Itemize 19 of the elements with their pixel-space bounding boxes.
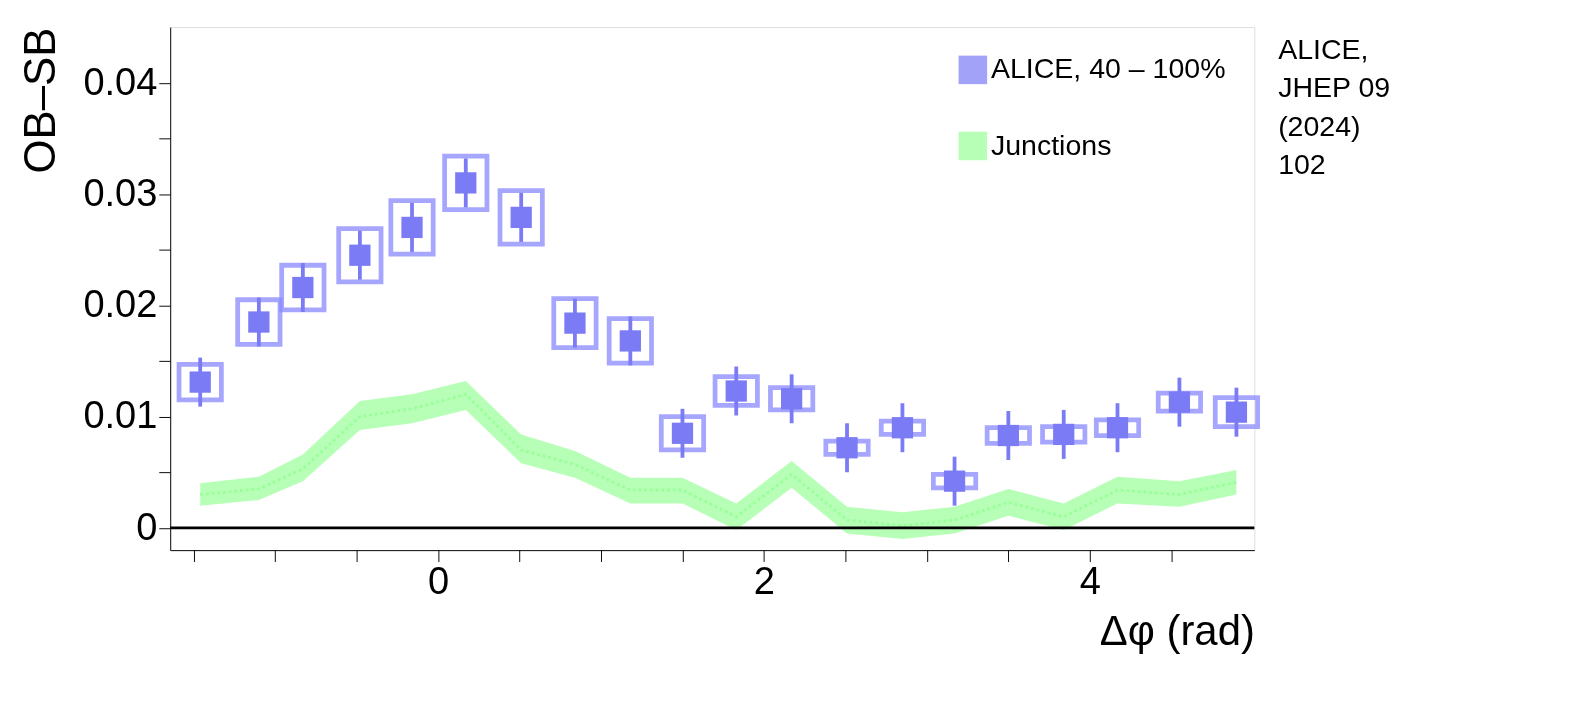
x-tick-label: 0 (427, 560, 450, 603)
x-tick-label: 2 (753, 560, 775, 603)
y-tick-label: 0 (136, 505, 158, 548)
y-tick-label: 0.02 (83, 283, 158, 326)
point (1053, 423, 1075, 446)
text: ALICE, JHEP 09 (2024) 102 (1278, 33, 1391, 180)
point (836, 437, 858, 459)
y-tick-label: 0.04 (83, 60, 158, 103)
point (943, 470, 966, 492)
y-tick-label: 0.01 (83, 394, 158, 437)
y-tick-label: 0.03 (83, 171, 158, 214)
point (1106, 417, 1129, 439)
legend-label: Junctions (990, 128, 1112, 161)
y-axis-title: OB–SB (14, 27, 64, 174)
legend-label: ALICE, 40 – 100% (990, 52, 1226, 85)
x-axis-title: Δφ (rad) (1099, 606, 1255, 654)
point (891, 417, 914, 439)
point (997, 424, 1019, 447)
x-tick-label: 4 (1079, 560, 1101, 603)
